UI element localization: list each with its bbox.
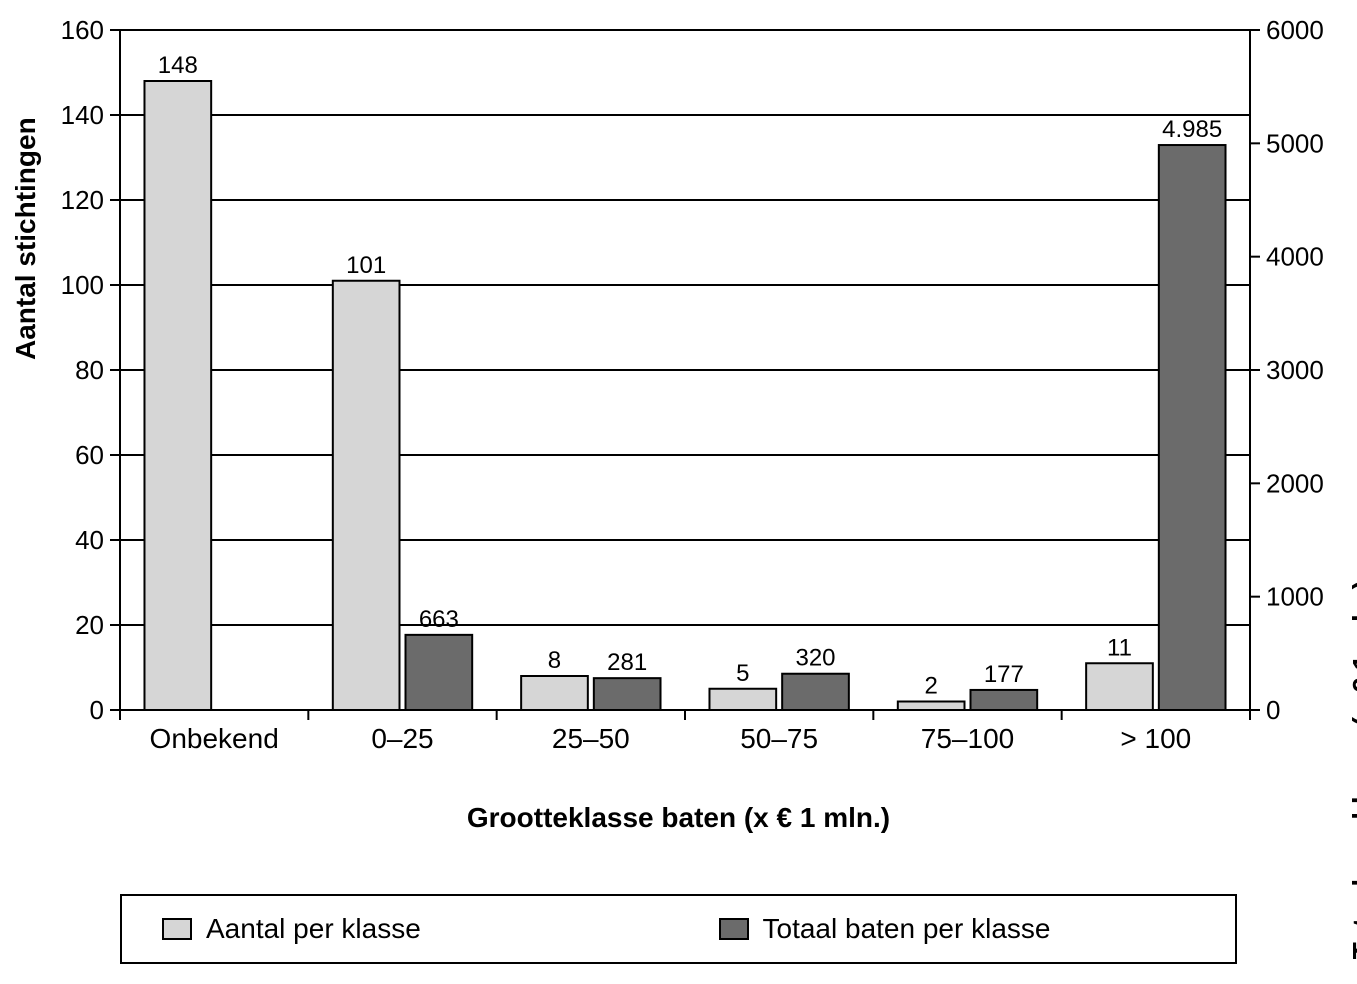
- svg-text:101: 101: [346, 252, 386, 279]
- svg-text:148: 148: [158, 52, 198, 79]
- legend: Aantal per klasse Totaal baten per klass…: [120, 894, 1237, 964]
- svg-text:0: 0: [1266, 695, 1280, 725]
- chart-svg: 0204060801001201401600100020003000400050…: [20, 20, 1337, 800]
- svg-text:50–75: 50–75: [740, 723, 818, 754]
- svg-text:4.985: 4.985: [1162, 116, 1222, 143]
- svg-text:100: 100: [61, 270, 104, 300]
- svg-text:160: 160: [61, 20, 104, 45]
- legend-label-b: Totaal baten per klasse: [763, 913, 1051, 945]
- legend-swatch-a: [162, 918, 192, 940]
- svg-text:0–25: 0–25: [371, 723, 433, 754]
- svg-text:2: 2: [924, 673, 937, 700]
- y-axis-left-label: Aantal stichtingen: [10, 117, 42, 360]
- svg-text:40: 40: [75, 525, 104, 555]
- svg-text:6000: 6000: [1266, 20, 1324, 45]
- svg-text:177: 177: [984, 661, 1024, 688]
- svg-text:25–50: 25–50: [552, 723, 630, 754]
- legend-swatch-b: [719, 918, 749, 940]
- svg-text:4000: 4000: [1266, 242, 1324, 272]
- svg-text:5000: 5000: [1266, 128, 1324, 158]
- svg-text:75–100: 75–100: [921, 723, 1014, 754]
- svg-text:281: 281: [607, 649, 647, 676]
- y-axis-right-label: Totaal per klasse (x € 1 mln.): [1347, 580, 1357, 959]
- svg-text:Onbekend: Onbekend: [150, 723, 279, 754]
- svg-text:140: 140: [61, 100, 104, 130]
- chart-container: Aantal stichtingen Totaal per klasse (x …: [20, 20, 1337, 964]
- svg-text:2000: 2000: [1266, 468, 1324, 498]
- svg-text:320: 320: [795, 645, 835, 672]
- x-axis-label: Grootteklasse baten (x € 1 mln.): [20, 802, 1337, 834]
- svg-text:663: 663: [419, 606, 459, 633]
- svg-text:1000: 1000: [1266, 582, 1324, 612]
- svg-text:8: 8: [548, 647, 561, 674]
- svg-text:80: 80: [75, 355, 104, 385]
- legend-item-series-b: Totaal baten per klasse: [679, 913, 1236, 945]
- svg-text:> 100: > 100: [1120, 723, 1191, 754]
- legend-label-a: Aantal per klasse: [206, 913, 421, 945]
- svg-text:0: 0: [90, 695, 104, 725]
- svg-text:3000: 3000: [1266, 355, 1324, 385]
- svg-text:11: 11: [1107, 634, 1132, 661]
- legend-item-series-a: Aantal per klasse: [122, 913, 679, 945]
- svg-text:120: 120: [61, 185, 104, 215]
- svg-text:60: 60: [75, 440, 104, 470]
- svg-text:5: 5: [736, 660, 749, 687]
- svg-text:20: 20: [75, 610, 104, 640]
